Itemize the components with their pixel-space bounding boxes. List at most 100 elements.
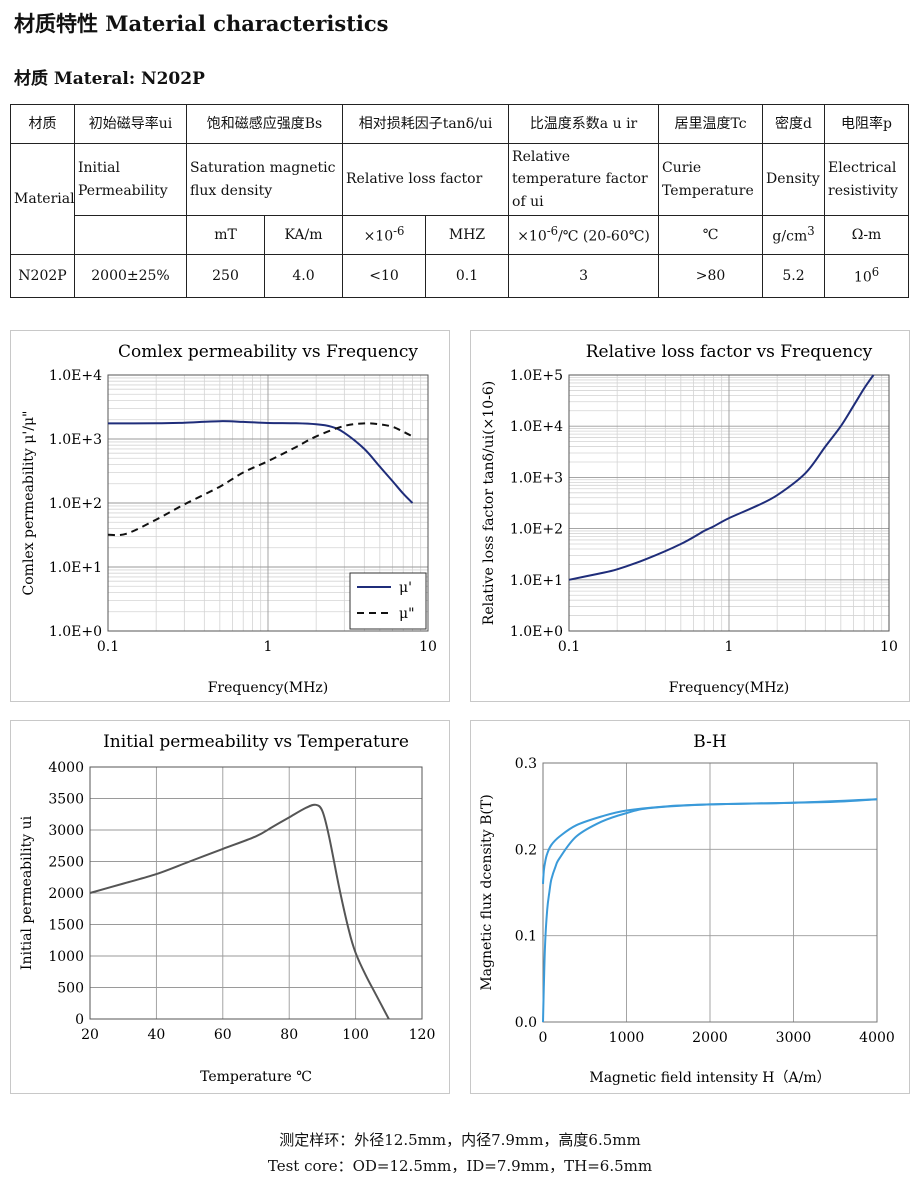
cell-tempcoef: 3: [508, 254, 660, 299]
cell-material: N202P: [10, 254, 75, 299]
x-axis-label: Frequency(MHz): [208, 680, 329, 696]
y-tick-label: 1.0E+4: [49, 368, 102, 384]
th-tempcoef-en: Relative temperature factor of ui: [508, 142, 660, 217]
chart-loss-frequency: Relative loss factor vs Frequency 0.1 1 10 1…: [481, 342, 898, 696]
plot-frame: [542, 762, 878, 1023]
y-tick-label: 1.0E+2: [49, 496, 102, 512]
y-axis-label: Relative loss factor tanδ/ui(×10-6): [481, 381, 497, 625]
table-row: N202P 2000±25% 250 4.0 <10 0.1 3 >80 5.2…: [10, 254, 910, 299]
th-resistivity-en: Electrical resistivity: [824, 142, 910, 217]
x-tick-label: 1: [264, 639, 273, 655]
chart-panel-loss: Relative loss factor vs Frequency 0.1 1 10 1…: [470, 330, 910, 702]
chart-title: Comlex permeability vs Frequency: [118, 342, 418, 362]
unit-ui: [74, 215, 187, 256]
cell-loss-mhz: 0.1: [425, 254, 510, 299]
x-tick-label: 1000: [609, 1030, 645, 1046]
chart-title: Initial permeability vs Temperature: [103, 732, 409, 752]
chart-permeability-temperature: Initial permeability vs Temperature 20 40 6…: [19, 732, 436, 1085]
th-material-en: Material: [10, 142, 75, 256]
chart-permeability-frequency: Comlex permeability vs Frequency 0.1 1 10 1.…: [21, 342, 437, 696]
cell-loss: <10: [342, 254, 427, 299]
th-loss-cn: 相对损耗因子tanδ/ui: [342, 104, 510, 144]
th-density-en: Density: [762, 142, 826, 217]
y-axis-label: Magnetic flux dcensity B(T): [479, 794, 495, 990]
test-core-note-cn: 测定样环：外径12.5mm，内径7.9mm，高度6.5mm: [279, 1131, 641, 1149]
cell-bs-kam: 4.0: [263, 254, 344, 299]
table-units: mT KA/m ×10-6 MHZ ×10-6/℃ (20-60℃) ℃ g/c…: [11, 215, 910, 256]
th-tempcoef-cn: 比温度系数a u ir: [508, 104, 660, 144]
unit-loss-mhz: MHZ: [425, 215, 510, 256]
test-core-note-en: Test core：OD=12.5mm，ID=7.9mm，TH=6.5mm: [267, 1157, 653, 1175]
x-tick-label: 0.1: [97, 639, 119, 655]
x-tick-label: 10: [880, 639, 898, 655]
x-tick-label: 40: [147, 1027, 165, 1043]
unit-bs-kam: KA/m: [263, 215, 344, 256]
x-tick-label: 60: [214, 1027, 232, 1043]
series-line: [89, 803, 390, 1020]
x-axis-label: Frequency(MHz): [669, 680, 790, 696]
series-line: [107, 420, 414, 504]
th-curie-en: Curie Temperature: [658, 142, 764, 217]
th-bs-en: Saturation magnetic flux density: [185, 142, 344, 217]
x-tick-label: 3000: [776, 1030, 812, 1046]
x-tick-label: 20: [81, 1027, 99, 1043]
y-tick-label: 1.0E+4: [510, 419, 563, 435]
table-header-en: Material Initial Permeability Saturation…: [10, 142, 910, 256]
cell-curie: >80: [658, 254, 764, 299]
y-tick-label: 0.3: [515, 756, 537, 772]
y-tick-label: 0.0: [515, 1015, 537, 1031]
th-ui-en: Initial Permeability: [74, 142, 187, 217]
x-tick-label: 0: [539, 1030, 548, 1046]
x-tick-label: 0.1: [558, 639, 580, 655]
unit-tempcoef: ×10-6/℃ (20-60℃): [508, 215, 660, 256]
th-ui-cn: 初始磁导率ui: [74, 104, 187, 144]
y-tick-label: 1.0E+0: [49, 624, 102, 640]
y-tick-label: 1.0E+1: [49, 560, 102, 576]
chart-panel-temperature: Initial permeability vs Temperature 20 40 6…: [10, 720, 450, 1094]
th-density-cn: 密度d: [762, 104, 826, 144]
th-bs-cn: 饱和磁感应强度Bs: [185, 104, 344, 144]
th-curie-cn: 居里温度Tc: [658, 104, 764, 144]
legend-label-mu-real: μ': [399, 580, 412, 596]
page-title: 材质特性 Material characteristics: [14, 11, 389, 36]
y-tick-label: 4000: [48, 760, 84, 776]
x-tick-label: 120: [409, 1027, 436, 1043]
plot-frame: [568, 374, 890, 632]
y-tick-label: 1.0E+0: [510, 624, 563, 640]
series-line: [568, 374, 875, 581]
cell-bs-mt: 250: [186, 254, 265, 299]
y-tick-label: 500: [57, 981, 84, 997]
chart-panel-bh: B-H 0 1000 2000 3000 4000 0.0 0.1 0.2 0.3 Magnetic…: [470, 720, 910, 1094]
cell-density: 5.2: [762, 254, 826, 299]
plot-frame: [107, 374, 429, 632]
legend-box: [349, 572, 427, 630]
table-header-cn: 材质 初始磁导率ui 饱和磁感应强度Bs 相对损耗因子tanδ/ui 比温度系数…: [10, 104, 910, 144]
spec-table: 材质 初始磁导率ui 饱和磁感应强度Bs 相对损耗因子tanδ/ui 比温度系数…: [10, 104, 910, 299]
x-axis-label: Temperature ℃: [200, 1069, 312, 1085]
legend-label-mu-imag: μ": [399, 606, 415, 622]
unit-curie: ℃: [658, 215, 764, 256]
unit-density: g/cm3: [762, 215, 826, 256]
y-tick-label: 1500: [48, 918, 84, 934]
y-tick-label: 2000: [48, 886, 84, 902]
th-resistivity-cn: 电阻率p: [824, 104, 910, 144]
y-tick-label: 0.2: [515, 842, 537, 858]
unit-loss: ×10-6: [342, 215, 427, 256]
unit-resistivity: Ω-m: [824, 215, 910, 256]
x-tick-label: 80: [280, 1027, 298, 1043]
y-tick-label: 1.0E+2: [510, 522, 563, 538]
y-tick-label: 0.1: [515, 929, 537, 945]
x-tick-label: 1: [725, 639, 734, 655]
y-tick-label: 1.0E+1: [510, 573, 563, 589]
x-tick-label: 10: [419, 639, 437, 655]
cell-ui: 2000±25%: [74, 254, 187, 299]
chart-title: Relative loss factor vs Frequency: [586, 342, 873, 362]
series-line: [107, 422, 413, 537]
chart-bh-curve: B-H 0 1000 2000 3000 4000 0.0 0.1 0.2 0.3 Magnetic…: [479, 732, 895, 1086]
y-axis-label: Comlex permeability μ'/μ": [21, 411, 37, 596]
y-tick-label: 2500: [48, 855, 84, 871]
material-label: 材质 Materal: N202P: [14, 69, 205, 89]
chart-panel-permeability: Comlex permeability vs Frequency 0.1 1 10 1.…: [10, 330, 450, 702]
x-axis-label: Magnetic field intensity H（A/m）: [589, 1070, 830, 1086]
series-line: [542, 798, 878, 1023]
